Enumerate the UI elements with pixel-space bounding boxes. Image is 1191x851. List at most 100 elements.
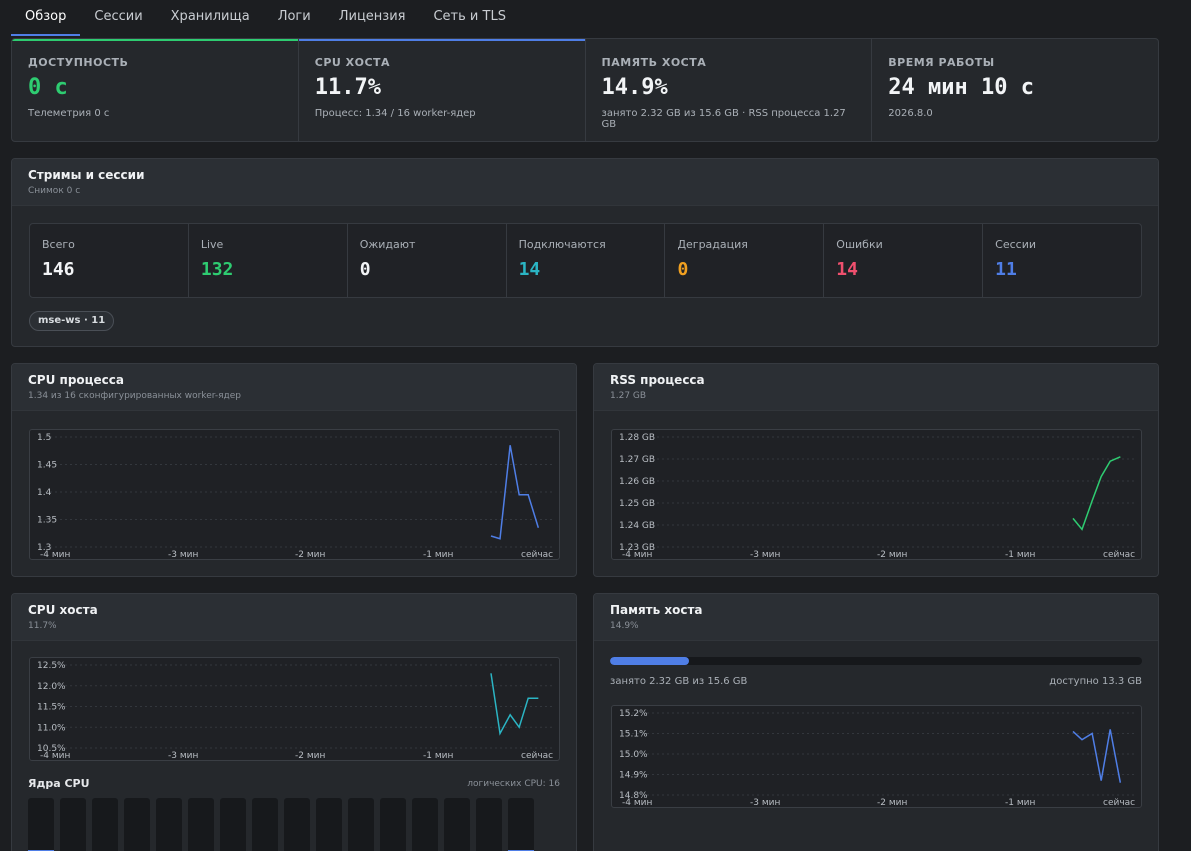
stat-uptime: ВРЕМЯ РАБОТЫ 24 мин 10 с 2026.8.0 [872,39,1158,141]
counter-live: Live 132 [189,224,348,297]
panel-title: Стримы и сессии [28,168,145,182]
counter-errors: Ошибки 14 [824,224,984,297]
stat-value: 14.9% [601,75,668,100]
stat-label: CPU ХОСТА [314,56,391,69]
panel-title: CPU хоста [28,603,98,617]
rss-process-panel: RSS процесса 1.27 GB 1.28 GB 1.27 GB 1.26 … [593,363,1159,577]
cpu-core-bar [188,798,214,851]
x-tick-label: -2 мин [295,751,325,761]
x-tick-label: -2 мин [877,798,907,808]
cpu-cores [28,798,534,851]
cpu-core-bar [92,798,118,851]
stat-accent [12,39,298,41]
stat-value: 0 с [28,75,68,100]
stat-sub: занято 2.32 GB из 15.6 GB · RSS процесса… [601,108,846,130]
x-tick-label: сейчас [1103,550,1135,560]
y-tick-label: 1.3 [37,543,51,553]
panel-header: CPU процесса 1.34 из 16 сконфигурированн… [12,364,576,411]
y-tick-label: 10.5% [37,744,66,754]
y-tick-label: 1.35 [37,516,57,526]
x-tick-label: -4 мин [622,798,652,808]
counter-sessions: Сессии 11 [983,224,1141,297]
x-tick-label: -4 мин [40,550,70,560]
x-tick-label: -2 мин [295,550,325,560]
x-tick-label: -4 мин [622,550,652,560]
cpu-process-panel: CPU процесса 1.34 из 16 сконфигурированн… [11,363,577,577]
y-tick-label: 11.0% [37,723,66,733]
panel-subtitle: 1.27 GB [610,391,647,401]
y-tick-label: 1.27 GB [619,455,655,465]
y-tick-label: 15.0% [619,750,648,760]
panel-header: RSS процесса 1.27 GB [594,364,1158,411]
counter-connecting: Подключаются 14 [507,224,666,297]
counter-value: 132 [200,259,234,280]
y-tick-label: 1.45 [37,461,57,471]
y-tick-label: 11.5% [37,703,66,713]
x-tick-label: -1 мин [1005,550,1035,560]
series-line [490,445,540,540]
counter-label: Всего [42,238,75,251]
tab-license[interactable]: Лицензия [338,9,406,24]
y-tick-label: 14.9% [619,771,648,781]
x-tick-label: сейчас [1103,798,1135,808]
cpu-core-bar [28,798,54,851]
memory-used-label: занято 2.32 GB из 15.6 GB [610,676,748,687]
cpu-core-bar [380,798,406,851]
tab-network-tls[interactable]: Сеть и TLS [433,9,506,24]
counter-total: Всего 146 [30,224,189,297]
cpu-core-bar [156,798,182,851]
cpu-core-bar [412,798,438,851]
stat-availability: ДОСТУПНОСТЬ 0 с Телеметрия 0 с [12,39,299,141]
tab-overview[interactable]: Обзор [11,0,81,36]
cpu-core-bar [284,798,310,851]
y-tick-label: 15.2% [619,709,648,719]
memory-usage-fill [610,657,690,665]
cpu-core-bar [476,798,502,851]
counter-value: 14 [836,259,858,280]
panel-header: CPU хоста 11.7% [12,594,576,641]
tab-sessions[interactable]: Сессии [94,9,143,24]
counter-value: 14 [518,259,541,280]
panel-subtitle: 11.7% [28,621,57,631]
panel-title: RSS процесса [610,373,705,387]
cpu-host-panel: CPU хоста 11.7% 12.5% 12.0% 11.5% 11.0% 10.5… [11,593,577,851]
transport-pill[interactable]: mse-ws · 11 [29,311,115,331]
stat-label: ВРЕМЯ РАБОТЫ [888,56,995,69]
stat-value: 24 мин 10 с [888,75,1034,100]
tab-logs[interactable]: Логи [277,9,311,24]
x-tick-label: -3 мин [750,550,780,560]
memory-usage-bar [610,657,1142,665]
y-tick-label: 1.28 GB [619,433,655,443]
counter-value: 0 [359,259,371,280]
stat-host-cpu: CPU ХОСТА 11.7% Процесс: 1.34 / 16 worke… [298,39,586,141]
stat-label: ПАМЯТЬ ХОСТА [601,56,707,69]
panel-title: CPU процесса [28,373,125,387]
series-line [1072,729,1122,783]
tab-bar: Обзор Сессии Хранилища Логи Лицензия Сет… [11,0,520,36]
counter-label: Сессии [995,238,1036,251]
cpu-core-bar [252,798,278,851]
stat-sub: 2026.8.0 [888,108,933,119]
rss-process-chart: 1.28 GB 1.27 GB 1.26 GB 1.25 GB 1.24 GB 1.23 … [611,429,1142,560]
tab-storage[interactable]: Хранилища [170,9,250,24]
x-tick-label: -3 мин [168,751,198,761]
x-tick-label: сейчас [521,751,553,761]
panel-title: Память хоста [610,603,703,617]
x-tick-label: -3 мин [750,798,780,808]
mem-host-panel: Память хоста 14.9% занято 2.32 GB из 15.… [593,593,1159,851]
stat-host-memory: ПАМЯТЬ ХОСТА 14.9% занято 2.32 GB из 15.… [586,39,873,141]
cpu-core-bar [348,798,374,851]
x-tick-label: -2 мин [877,550,907,560]
stat-sub: Процесс: 1.34 / 16 worker-ядер [314,108,476,119]
counter-label: Ошибки [836,238,883,251]
cpu-core-bar [220,798,246,851]
series-line [1072,456,1121,531]
y-tick-label: 15.1% [619,730,648,740]
mem-host-chart: 15.2% 15.1% 15.0% 14.9% 14.8% -4 мин -3 мин -2 … [611,705,1142,808]
counter-label: Деградация [677,238,748,251]
counter-label: Live [200,238,224,251]
y-tick-label: 12.5% [37,661,66,671]
panel-subtitle: 1.34 из 16 сконфигурированных worker-яде… [28,391,241,401]
cpu-core-bar [508,798,534,851]
x-tick-label: сейчас [521,550,553,560]
